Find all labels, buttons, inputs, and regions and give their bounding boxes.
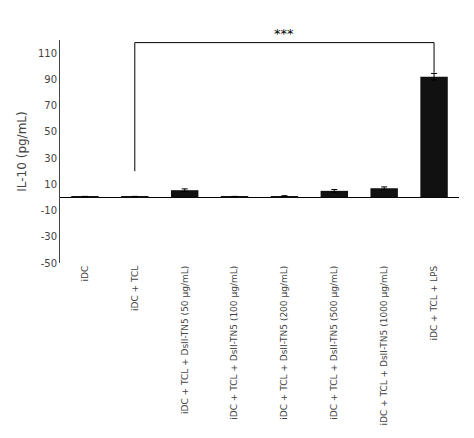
svg-text:90: 90 [44, 74, 57, 85]
svg-text:30: 30 [44, 153, 57, 164]
svg-text:iDC + TCL: iDC + TCL [130, 266, 140, 311]
svg-text:-10: -10 [41, 205, 57, 216]
svg-text:10: 10 [44, 179, 57, 190]
svg-text:iDC + TCL + DsII-TN5 (50 μg/mL: iDC + TCL + DsII-TN5 (50 μg/mL) [180, 266, 190, 414]
svg-text:50: 50 [44, 126, 57, 137]
svg-text:iDC + TCL + DsII-TN5 (1000 μg/: iDC + TCL + DsII-TN5 (1000 μg/mL) [379, 266, 389, 426]
svg-text:-30: -30 [41, 231, 57, 242]
svg-text:110: 110 [38, 48, 57, 59]
svg-text:iDC + TCL + DsII-TN5 (500 μg/m: iDC + TCL + DsII-TN5 (500 μg/mL) [329, 266, 339, 420]
svg-text:-50: -50 [41, 258, 57, 269]
svg-text:iDC + TCL + LPS: iDC + TCL + LPS [429, 266, 439, 341]
svg-text:iDC: iDC [80, 266, 90, 282]
svg-text:***: *** [274, 26, 294, 41]
svg-text:70: 70 [44, 100, 57, 111]
svg-text:IL-10 (pg/mL): IL-10 (pg/mL) [15, 111, 29, 191]
svg-text:iDC + TCL + DsII-TN5 (100 μg/m: iDC + TCL + DsII-TN5 (100 μg/mL) [229, 266, 239, 420]
svg-text:iDC + TCL + DsII-TN5 (200 μg/m: iDC + TCL + DsII-TN5 (200 μg/mL) [279, 266, 289, 420]
